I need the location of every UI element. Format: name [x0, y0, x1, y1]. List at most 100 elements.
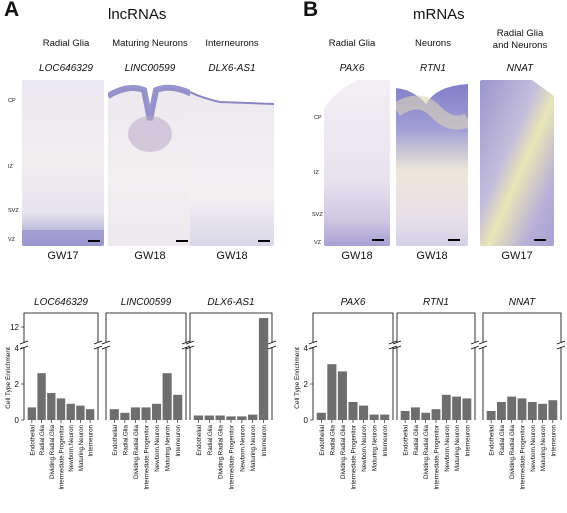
category-label-5-5: Maturing.Neuron — [540, 424, 547, 471]
bar-5-2 — [507, 396, 517, 420]
bar-4-0 — [400, 411, 410, 420]
zone-label-iz-a: IZ — [8, 164, 13, 170]
zone-label-svz-b: SVZ — [312, 212, 323, 218]
bar-5-1 — [497, 402, 506, 420]
category-label-3-3: Intermediate.Progenitor — [351, 425, 358, 490]
category-label-1-3: Intermediate.Progenitor — [144, 425, 151, 490]
category-label-4-3: Intermediate.Progenitor — [434, 425, 441, 490]
category-label-5-6: Interneuron — [550, 424, 557, 456]
axis-break-mark-4-0a — [392, 340, 402, 345]
bar-3-0 — [316, 412, 326, 420]
y-tick-label-0-1: 2 — [15, 380, 20, 389]
category-label-3-2: Dividing.Radial.Glia — [340, 424, 347, 479]
gene-label-linc00599: LINC00599 — [124, 63, 176, 74]
chart-title-1: LINC00599 — [121, 297, 172, 308]
chart-title-4: RTN1 — [423, 297, 449, 308]
category-label-0-0: Endothelial — [29, 425, 36, 456]
bar-4-1 — [411, 407, 420, 420]
stage-label-b1: GW18 — [341, 250, 373, 262]
zone-label-cp-b: CP — [314, 115, 322, 121]
bar-0-4 — [66, 403, 75, 420]
axis-break-mark-2-1a — [267, 340, 277, 345]
axis-break-mark-1-0b — [101, 345, 111, 350]
axis-break-mark-2-1b — [267, 345, 277, 350]
gene-label-dlx6-as1: DLX6-AS1 — [208, 63, 256, 74]
category-label-4-0: Endothelial — [403, 425, 410, 456]
bar-1-3 — [141, 407, 151, 420]
bar-5-0 — [486, 411, 496, 420]
axis-break-mark-3-0a — [308, 340, 318, 345]
category-label-0-5: Maturing.Neuron — [78, 424, 85, 471]
bar-3-3 — [348, 402, 358, 420]
category-label-2-0: Endothelial — [196, 425, 203, 456]
category-label-0-1: Radial.Glia — [39, 424, 46, 455]
bar-0-6 — [85, 409, 95, 420]
col-head-radial-glia-b: Radial Glia — [328, 38, 376, 49]
zone-label-vz-a: VZ — [8, 237, 16, 243]
bar-3-4 — [359, 405, 369, 420]
category-label-2-2: Dividing.Radial.Glia — [218, 424, 225, 479]
axis-break-mark-5-0b — [478, 345, 488, 350]
axis-break-mark-4-0b — [392, 345, 402, 350]
bar-3-1 — [327, 364, 337, 420]
zone-label-vz-b: VZ — [314, 240, 322, 246]
bar-0-5 — [76, 405, 85, 420]
axis-break-mark-0-0b — [19, 345, 29, 350]
bar-4-5 — [452, 396, 461, 420]
micrograph-dlx6-as1 — [190, 80, 274, 246]
stage-label-b2: GW18 — [416, 250, 448, 262]
category-label-2-5: Maturing.Neuron — [250, 424, 257, 471]
category-label-0-6: Interneuron — [88, 424, 95, 456]
bar-0-1 — [37, 373, 46, 420]
y-tick-label-0-0: 0 — [15, 416, 20, 425]
chart-title-5: NNAT — [509, 297, 536, 308]
chart-frame-top-0 — [23, 312, 99, 342]
category-label-1-2: Dividing.Radial.Glia — [133, 424, 140, 479]
category-label-4-4: Newborn.Neuron — [444, 424, 451, 471]
y-axis-label-0: Cell Type Enrichment — [5, 347, 12, 409]
col-head-line-1: Radial Glia — [496, 28, 544, 39]
bar-0-0 — [27, 407, 37, 420]
chart-frame-bottom-4 — [396, 347, 476, 420]
stage-label-a3: GW18 — [216, 250, 248, 262]
chart-frame-bottom-1 — [105, 347, 187, 420]
chart-frame-top-3 — [312, 312, 394, 342]
col-head-line-2: and Neurons — [492, 39, 548, 51]
y-tick-label-3-0: 0 — [304, 416, 309, 425]
category-label-0-2: Dividing.Radial.Glia — [49, 424, 56, 479]
bar-1-1 — [120, 412, 130, 420]
axis-break-mark-4-1a — [470, 340, 480, 345]
chart-frame-top-5 — [482, 312, 562, 342]
gene-label-nnat: NNAT — [506, 63, 534, 74]
axis-break-mark-3-1a — [388, 340, 398, 345]
y-tick-label-0-3: 12 — [10, 323, 19, 332]
category-label-4-6: Interneuron — [464, 424, 471, 456]
category-label-1-1: Radial.Glia — [122, 424, 129, 455]
category-label-4-2: Dividing.Radial.Glia — [423, 424, 430, 479]
category-label-3-1: Radial.Glia — [329, 424, 336, 455]
y-tick-label-3-2: 4 — [304, 344, 309, 353]
category-label-5-1: Radial.Glia — [499, 424, 506, 455]
stage-label-a1: GW17 — [47, 250, 79, 262]
category-label-5-4: Newborn.Neuron — [530, 424, 537, 471]
stage-label-b3: GW17 — [501, 250, 533, 262]
micrograph-loc646329 — [22, 80, 104, 246]
col-head-maturing-neurons: Maturing Neurons — [112, 38, 188, 49]
gene-label-rtn1: RTN1 — [420, 63, 446, 74]
bar-2-6 — [258, 318, 269, 420]
category-label-5-0: Endothelial — [489, 425, 496, 456]
zone-label-iz-b: IZ — [314, 170, 319, 176]
bar-3-2 — [337, 371, 347, 420]
panel-a-letter: A — [4, 0, 20, 21]
micrograph-pax6 — [324, 80, 390, 246]
category-label-2-1: Radial.Glia — [207, 424, 214, 455]
category-label-4-1: Radial.Glia — [413, 424, 420, 455]
axis-break-mark-0-1a — [93, 340, 103, 345]
bar-4-2 — [421, 412, 431, 420]
bar-3-6 — [380, 414, 390, 420]
col-head-interneurons: Interneurons — [205, 38, 259, 49]
axis-break-mark-2-0b — [185, 345, 195, 350]
bar-5-5 — [538, 403, 547, 420]
zone-label-cp-a: CP — [8, 98, 16, 104]
